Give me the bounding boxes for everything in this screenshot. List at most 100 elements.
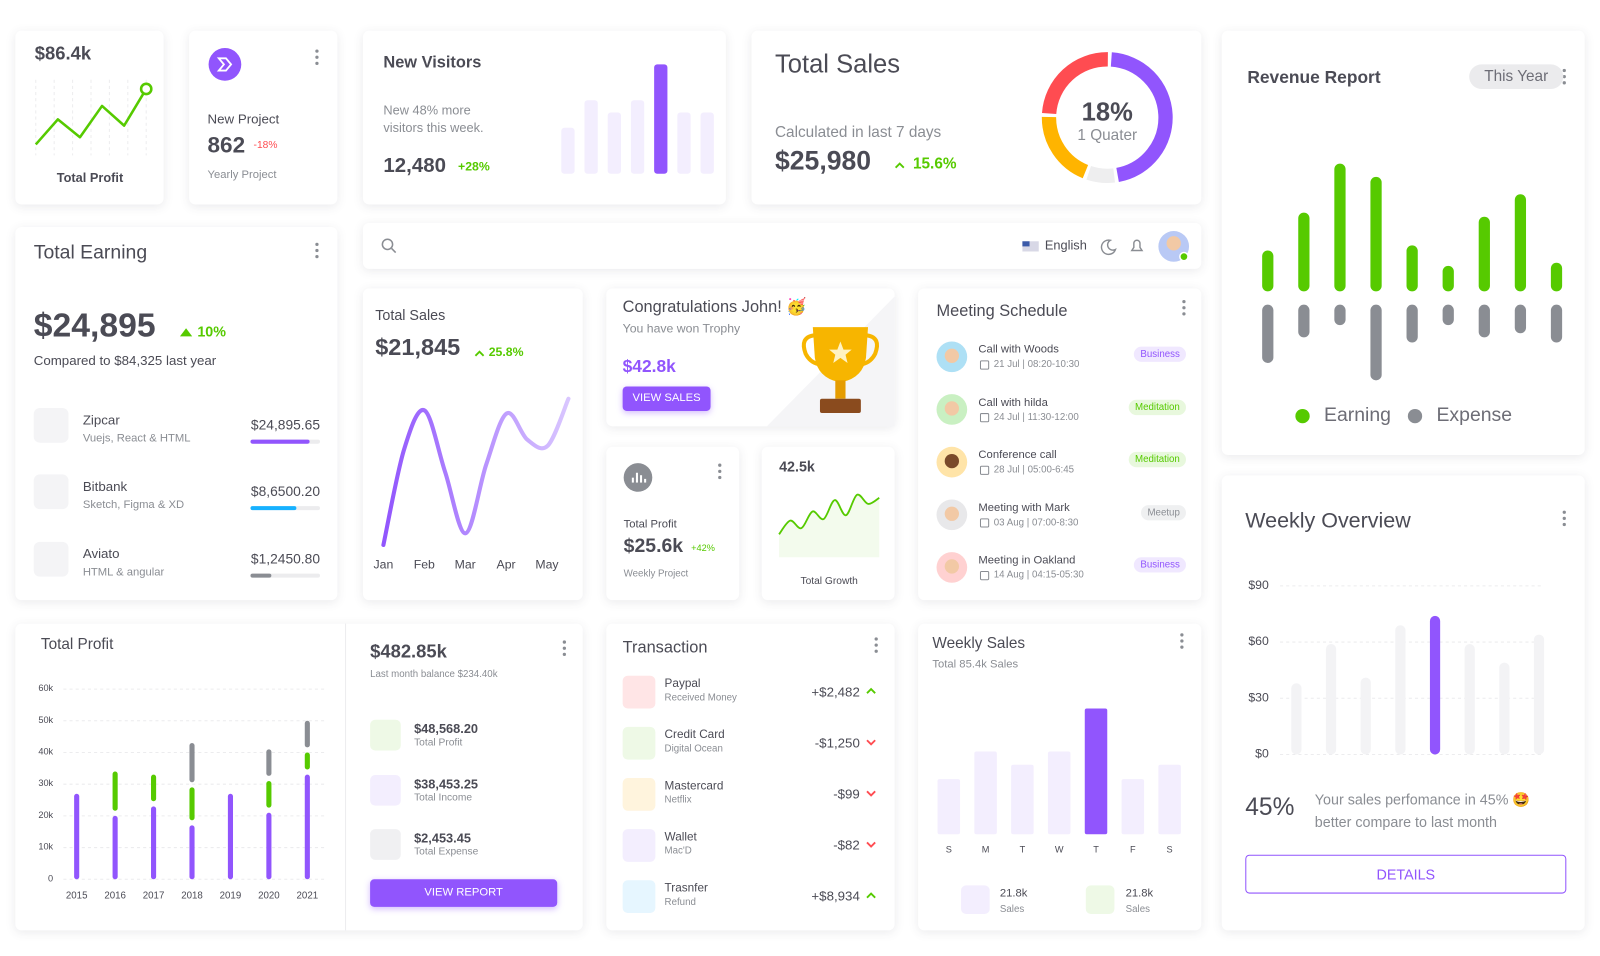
card-title: Total Sales: [375, 306, 446, 324]
details-button[interactable]: [1245, 854, 1567, 894]
x-tick-label: Apr: [496, 557, 516, 572]
view-report-button[interactable]: [370, 879, 558, 907]
legend-label: Expense: [1436, 404, 1513, 427]
card: [362, 222, 1202, 269]
item-name: Aviato: [82, 545, 120, 562]
card-title: New Visitors: [383, 54, 482, 72]
stat-label: Sales: [999, 903, 1025, 916]
item-icon: [370, 719, 401, 751]
card-title: Weekly Overview: [1245, 509, 1411, 533]
transaction-icon: [622, 778, 656, 811]
card-change: 25.8%: [488, 344, 524, 359]
y-tick-label: 50k: [38, 714, 54, 725]
transaction-name: Mastercard: [664, 780, 724, 793]
card-title: Total Earning: [33, 242, 148, 264]
card-change: -18%: [253, 140, 278, 152]
transaction-subtitle: Received Money: [664, 692, 737, 704]
x-tick-label: S: [1166, 844, 1173, 855]
card-title: Revenue Report: [1247, 67, 1381, 87]
item-name: Zipcar: [82, 412, 120, 428]
transaction-subtitle: Mac'D: [664, 845, 692, 857]
overview-percent: 45%: [1245, 793, 1295, 821]
card-compare: Compared to $84,325 last year: [33, 352, 217, 369]
meeting-name: Meeting with Mark: [978, 501, 1070, 514]
view-sales-button-label: VIEW SALES: [632, 391, 701, 404]
donut-center-value: 18%: [1081, 98, 1133, 127]
view-sales-button[interactable]: [622, 386, 711, 412]
y-tick-label: 0: [48, 873, 54, 884]
item-amount: $1,2450.80: [250, 551, 321, 567]
meeting-tag: Business: [1134, 557, 1186, 573]
x-tick-label: Mar: [454, 557, 476, 572]
y-tick-label: $30: [1248, 690, 1269, 705]
transaction-subtitle: Netflix: [664, 794, 692, 806]
card-title: Transaction: [622, 639, 708, 657]
item-amount: $2,453.45: [414, 831, 471, 846]
card-value: $42.8k: [622, 356, 676, 377]
item-icon: [33, 407, 69, 443]
language-selector[interactable]: English: [1044, 238, 1087, 253]
y-tick-label: 40k: [38, 746, 54, 757]
card-subtitle: You have won Trophy: [622, 321, 741, 336]
item-label: Total Expense: [414, 846, 479, 858]
meeting-date: 21 Jul | 08:20-10:30: [993, 358, 1080, 371]
meeting-date: 28 Jul | 05:00-6:45: [993, 464, 1075, 476]
card-change: 10%: [197, 323, 226, 340]
x-tick-label: 2021: [296, 890, 319, 902]
item-subtitle: HTML & angular: [82, 566, 165, 579]
card-value: $25.6k: [623, 535, 684, 558]
item-amount: $8,6500.20: [250, 483, 321, 499]
x-tick-label: 2019: [219, 890, 242, 902]
y-tick-label: 30k: [38, 778, 54, 789]
stat-label: Sales: [1125, 903, 1150, 916]
card: [1221, 30, 1585, 455]
card-subtitle: Total 85.4k Sales: [932, 658, 1019, 671]
x-tick-label: Jan: [373, 557, 394, 572]
stat-icon: [1085, 885, 1115, 915]
card-value: $86.4k: [34, 42, 92, 64]
card-subtitle: Last month balance $234.40k: [370, 668, 498, 680]
x-tick-label: T: [1019, 844, 1026, 855]
card-title: Meeting Schedule: [936, 302, 1068, 321]
meeting-name: Meeting in Oakland: [978, 554, 1076, 567]
item-subtitle: Sketch, Figma & XD: [82, 498, 185, 512]
transaction-amount: +$2,482: [811, 683, 860, 700]
x-tick-label: M: [981, 844, 990, 855]
item-label: Total Income: [414, 792, 473, 804]
card-title: Total Profit: [40, 635, 114, 654]
transaction-amount: -$82: [833, 837, 860, 853]
period-button[interactable]: [1469, 64, 1564, 89]
card-value: 862: [207, 131, 246, 158]
card: [918, 288, 1202, 601]
transaction-name: Credit Card: [664, 728, 725, 742]
transaction-icon: [622, 726, 656, 760]
period-button-label: This Year: [1484, 67, 1549, 85]
card-note: New 48% more visitors this week.: [383, 103, 484, 135]
x-tick-label: 2015: [65, 890, 88, 902]
card-value: 12,480: [383, 154, 446, 177]
y-tick-label: 10k: [38, 841, 54, 852]
y-tick-label: $0: [1255, 746, 1269, 761]
transaction-subtitle: Refund: [664, 896, 696, 908]
item-subtitle: Vuejs, React & HTML: [82, 432, 191, 445]
card-title: Congratulations John! 🥳: [622, 298, 807, 316]
x-tick-label: May: [535, 557, 559, 572]
meeting-tag: Meditation: [1128, 451, 1186, 468]
meeting-tag: Meetup: [1141, 504, 1186, 521]
item-icon: [33, 541, 69, 577]
card-change: +28%: [458, 159, 490, 174]
card-title: Total Sales: [774, 50, 901, 79]
x-tick-label: 2020: [258, 890, 280, 902]
view-report-button-label: VIEW REPORT: [424, 886, 503, 899]
y-tick-label: 20k: [38, 809, 54, 820]
card-change: 15.6%: [913, 155, 957, 173]
item-name: Bitbank: [82, 478, 128, 494]
transaction-subtitle: Digital Ocean: [664, 743, 723, 755]
transaction-name: Wallet: [664, 831, 697, 844]
meeting-tag: Meditation: [1128, 399, 1186, 415]
card-subtitle: Weekly Project: [623, 568, 689, 580]
card-value: 42.5k: [779, 458, 815, 475]
item-icon: [33, 474, 69, 510]
y-tick-label: $90: [1248, 577, 1269, 592]
